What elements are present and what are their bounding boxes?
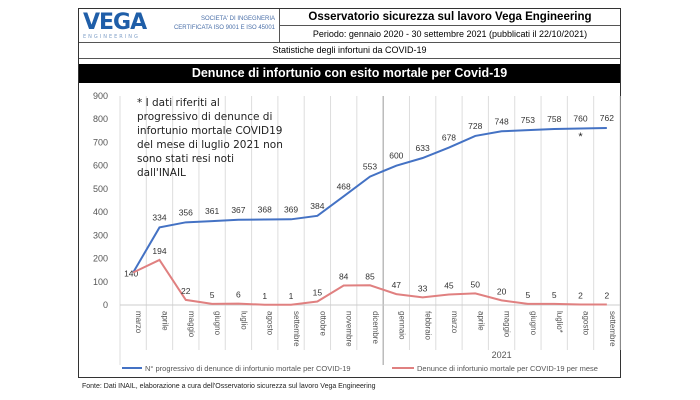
asterisk-marker: * (578, 131, 583, 143)
y-tick-label: 600 (93, 161, 108, 171)
data-label: 678 (442, 133, 456, 143)
data-label: 2 (604, 291, 609, 301)
data-label: 553 (363, 162, 377, 172)
data-label: 140 (124, 268, 138, 278)
x-tick-label: luglio* (555, 311, 564, 333)
annotation-line: * I dati riferiti al (137, 97, 220, 109)
header: VEGA ENGINEERING SOCIETA' DI INGEGNERIA CE… (79, 9, 620, 43)
report-period: Periodo: gennaio 2020 - 30 settembre 202… (312, 29, 588, 39)
source-footer: Fonte: Dati INAIL, elaborazione a cura d… (82, 383, 376, 390)
y-tick-label: 0 (103, 300, 108, 310)
data-label: 356 (179, 207, 193, 217)
x-tick-label: luglio (239, 311, 248, 330)
data-label: 384 (310, 201, 324, 211)
company-line2: CERTIFICATA ISO 9001 E ISO 45001 (173, 25, 275, 31)
annotation-line: dall'INAIL (137, 167, 186, 179)
data-label: 753 (521, 115, 535, 125)
x-tick-label: maggio (187, 311, 196, 338)
data-label: 762 (600, 113, 614, 123)
x-tick-label: maggio (503, 311, 512, 338)
data-label: 47 (392, 280, 402, 290)
x-tick-label: agosto (266, 311, 275, 336)
data-label: 334 (152, 212, 166, 222)
data-label: 748 (494, 116, 508, 126)
y-tick-label: 400 (93, 207, 108, 217)
x-tick-label: aprile (476, 311, 485, 331)
series-line-0 (132, 127, 607, 273)
x-tick-label: dicembre (371, 311, 380, 344)
annotation-note: * I dati riferiti al progressivo di denun… (137, 97, 283, 179)
data-label: 33 (418, 283, 428, 293)
data-label: 600 (389, 151, 403, 161)
legend-label-0: N° progressivo di denunce di infortunio … (145, 364, 351, 373)
data-label: 758 (547, 114, 561, 124)
data-label: 2 (578, 291, 583, 301)
data-label: 5 (210, 290, 215, 300)
data-label: 468 (337, 181, 351, 191)
year-group-label: 2021 (492, 350, 512, 360)
data-label: 15 (313, 288, 323, 298)
company-line1: SOCIETA' DI INGEGNERIA (200, 16, 275, 22)
data-label: 84 (339, 271, 349, 281)
data-label: 85 (365, 271, 375, 281)
data-label: 6 (236, 290, 241, 300)
data-label: 1 (262, 291, 267, 301)
data-label: 368 (258, 205, 272, 215)
y-tick-label: 800 (93, 114, 108, 124)
data-label: 20 (497, 286, 507, 296)
x-tick-label: settembre (608, 311, 617, 347)
data-label: 5 (552, 290, 557, 300)
legend-label-1: Denunce di infortunio mortale per COVID-… (417, 364, 598, 373)
x-tick-label: settembre (292, 311, 301, 347)
data-label: 50 (471, 279, 481, 289)
data-label: 367 (231, 205, 245, 215)
report-title: Osservatorio sicurezza sul lavoro Vega E… (280, 9, 620, 26)
y-tick-label: 900 (93, 91, 108, 101)
x-tick-label: novembre (345, 311, 354, 347)
x-tick-label: ottobre (318, 311, 327, 336)
data-label: 22 (181, 286, 191, 296)
y-tick-label: 200 (93, 254, 108, 264)
annotation-line: infortunio mortale COVID19 (137, 125, 283, 137)
x-tick-label: giugno (529, 311, 538, 336)
series-line-1 (132, 258, 607, 306)
x-tick-label: agosto (582, 311, 591, 336)
x-tick-label: marzo (450, 311, 459, 334)
data-label: 45 (444, 281, 454, 291)
data-label: 728 (468, 121, 482, 131)
company-info: SOCIETA' DI INGEGNERIA CERTIFICATA ISO 90… (163, 15, 275, 33)
y-tick-label: 100 (93, 277, 108, 287)
logo-sub: ENGINEERING (83, 34, 140, 40)
y-tick-label: 300 (93, 230, 108, 240)
chart-title: Denunce di infortunio con esito mortale … (79, 64, 620, 83)
y-tick-label: 500 (93, 184, 108, 194)
logo-text: VEGA (83, 10, 147, 35)
annotation-line: sono stati resi noti (137, 153, 234, 165)
x-tick-label: giugno (213, 311, 222, 336)
annotation-line: del mese di luglio 2021 non (137, 139, 283, 151)
data-label: 361 (205, 206, 219, 216)
x-tick-label: gennaio (397, 311, 406, 340)
report-frame: VEGA ENGINEERING SOCIETA' DI INGEGNERIA CE… (78, 8, 621, 378)
x-tick-label: febbraio (424, 311, 433, 340)
x-tick-label: aprile (160, 311, 169, 331)
data-label: 5 (526, 290, 531, 300)
y-tick-label: 700 (93, 137, 108, 147)
data-label: 369 (284, 204, 298, 214)
data-label: 760 (573, 114, 587, 124)
data-label: 1 (289, 291, 294, 301)
title-box: Osservatorio sicurezza sul lavoro Vega E… (279, 9, 620, 42)
vega-logo: VEGA ENGINEERING (83, 10, 147, 41)
x-tick-label: marzo (134, 311, 143, 334)
data-label: 194 (152, 246, 166, 256)
report-subtitle: Statistiche degli infortuni da COVID-19 (79, 42, 620, 59)
data-label: 633 (416, 143, 430, 153)
annotation-line: progressivo di denunce di (137, 111, 272, 123)
